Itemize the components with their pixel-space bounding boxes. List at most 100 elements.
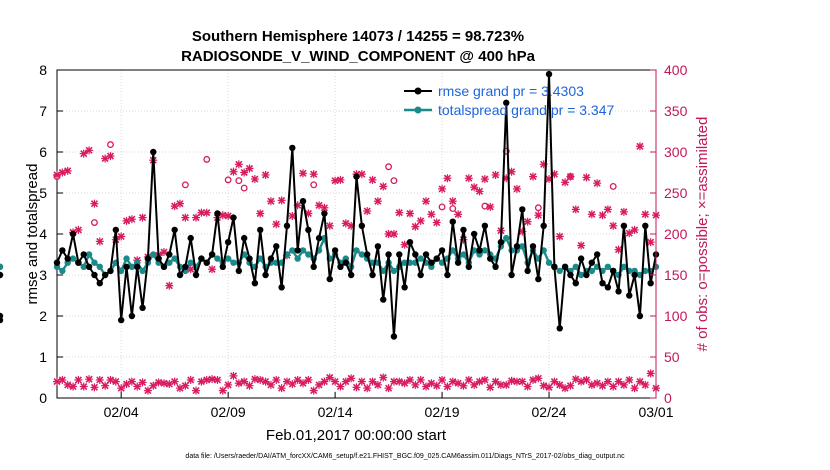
rmse-point	[208, 251, 216, 258]
obs-assimilated-upper-marker	[106, 152, 115, 161]
obs-assimilated-lower-marker	[352, 383, 361, 392]
obs-assimilated-upper-marker	[250, 175, 259, 184]
rmse-point	[246, 255, 253, 262]
rmse-point	[481, 222, 489, 229]
obs-assimilated-upper-marker	[325, 221, 334, 230]
obs-assimilated-lower-marker	[614, 377, 623, 386]
rmse-point	[53, 259, 61, 266]
obs-assimilated-upper-marker	[384, 230, 393, 238]
totalspread-point	[91, 259, 98, 266]
obs-assimilated-lower-marker	[432, 381, 441, 390]
rmse-point	[513, 243, 521, 250]
obs-possible-upper-marker	[240, 184, 248, 192]
rmse-point	[401, 284, 408, 291]
obs-assimilated-upper-marker	[630, 225, 639, 234]
obs-assimilated-lower-marker	[101, 381, 110, 390]
rmse-point	[433, 255, 440, 262]
obs-assimilated-upper-marker	[470, 183, 479, 192]
rmse-point	[342, 259, 350, 266]
rmse-point	[417, 271, 424, 279]
totalspread-point	[128, 263, 136, 270]
obs-assimilated-lower-marker	[512, 377, 521, 386]
rmse-point	[572, 280, 579, 287]
rmse-point	[80, 251, 87, 258]
rmse-point	[390, 333, 398, 340]
rmse-point	[326, 275, 333, 283]
obs-assimilated-lower-marker	[384, 384, 393, 393]
obs-assimilated-upper-marker	[480, 175, 489, 184]
totalspread-point	[117, 267, 125, 275]
y-tick-label: 4	[39, 226, 47, 242]
obs-assimilated-upper-marker	[405, 209, 414, 218]
rmse-point	[353, 173, 360, 180]
obs-assimilated-lower-marker	[518, 377, 527, 386]
rmse-point	[139, 304, 146, 311]
y2-tick-label: 200	[664, 226, 688, 242]
y2-tick-label: 350	[664, 103, 688, 119]
obs-assimilated-lower-marker	[325, 373, 334, 382]
obs-assimilated-upper-marker	[646, 238, 655, 247]
obs-assimilated-upper-marker	[448, 197, 457, 206]
obs-possible-upper-marker	[181, 181, 189, 189]
obs-assimilated-lower-marker	[181, 381, 190, 390]
obs-assimilated-lower-marker	[288, 380, 297, 389]
rmse-point	[85, 263, 93, 270]
obs-assimilated-lower-marker	[90, 383, 99, 392]
obs-possible-upper-marker	[90, 219, 98, 226]
obs-assimilated-lower-marker	[491, 377, 500, 386]
rmse-point	[171, 226, 178, 234]
totalspread-point	[0, 263, 4, 270]
rmse-point	[176, 271, 184, 279]
obs-assimilated-upper-marker	[240, 168, 249, 177]
obs-assimilated-lower-marker	[336, 382, 345, 391]
obs-assimilated-lower-marker	[170, 377, 179, 386]
rmse-point	[155, 255, 162, 262]
obs-assimilated-lower-marker	[111, 377, 120, 386]
totalspread-point	[449, 247, 456, 254]
obs-assimilated-lower-marker	[619, 380, 628, 389]
obs-assimilated-upper-marker	[331, 176, 340, 185]
obs-possible-upper-marker	[310, 181, 318, 189]
obs-assimilated-lower-marker	[117, 384, 126, 393]
obs-assimilated-upper-marker	[635, 142, 644, 151]
obs-assimilated-upper-marker	[373, 197, 382, 206]
obs-assimilated-lower-marker	[630, 384, 639, 393]
obs-assimilated-lower-marker	[202, 375, 211, 384]
rmse-point	[438, 247, 446, 254]
obs-assimilated-lower-marker	[502, 380, 511, 389]
rmse-point	[150, 148, 157, 156]
totalspread-point	[187, 259, 194, 266]
x-tick-label: 02/14	[318, 404, 353, 420]
totalspread-point	[577, 271, 585, 279]
totalspread-point	[289, 247, 296, 254]
obs-possible-upper-marker	[385, 163, 393, 171]
obs-assimilated-upper-marker	[593, 179, 602, 188]
y2-tick-label: 150	[664, 267, 688, 283]
obs-assimilated-lower-marker	[363, 384, 372, 393]
rmse-point	[551, 263, 558, 270]
obs-assimilated-lower-marker	[646, 369, 655, 378]
obs-assimilated-lower-marker	[379, 373, 388, 382]
plot-frame	[56, 69, 657, 399]
totalspread-point	[171, 255, 178, 262]
obs-assimilated-lower-marker	[127, 377, 136, 386]
rmse-point	[476, 247, 483, 254]
rmse-point	[449, 218, 456, 225]
obs-assimilated-upper-marker	[90, 199, 99, 208]
rmse-point	[59, 247, 66, 254]
rmse-point	[374, 243, 382, 250]
obs-assimilated-upper-marker	[411, 222, 420, 231]
rmse-point	[166, 251, 173, 258]
rmse-point	[385, 251, 392, 258]
obs-assimilated-upper-marker	[512, 184, 521, 193]
y-tick-label: 6	[39, 144, 47, 160]
obs-assimilated-lower-marker	[224, 380, 233, 389]
obs-assimilated-lower-marker	[459, 381, 468, 390]
obs-assimilated-upper-marker	[609, 221, 618, 230]
obs-assimilated-upper-marker	[603, 205, 612, 214]
obs-assimilated-lower-marker	[598, 381, 607, 390]
y2-tick-label: 250	[664, 185, 688, 201]
totalspread-point	[59, 267, 66, 275]
x-tick-label: 02/24	[532, 404, 567, 420]
rmse-point	[267, 255, 275, 262]
